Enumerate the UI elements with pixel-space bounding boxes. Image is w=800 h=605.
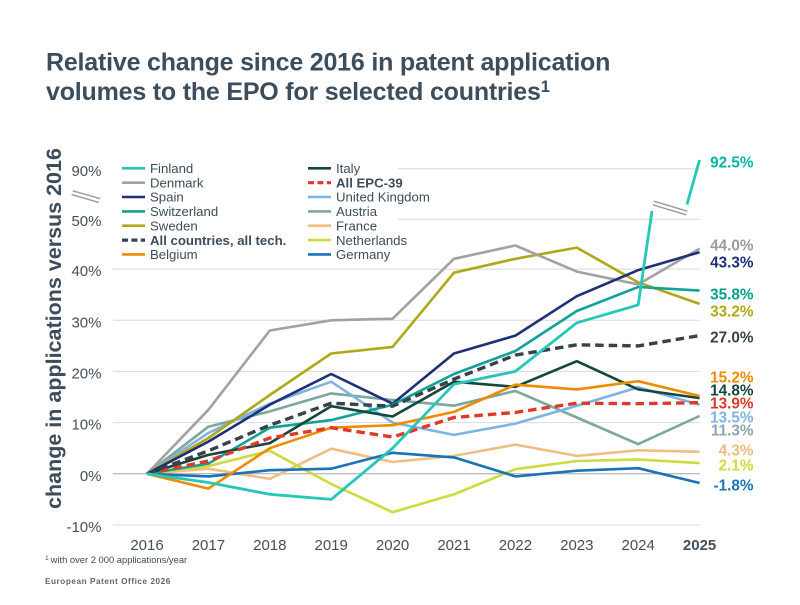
svg-text:2017: 2017: [192, 537, 225, 554]
svg-text:volumes to the EPO for selecte: volumes to the EPO for selected countrie…: [46, 78, 550, 106]
svg-text:2023: 2023: [560, 537, 593, 554]
svg-text:2021: 2021: [437, 537, 470, 554]
svg-text:2025: 2025: [683, 537, 716, 554]
svg-text:50%: 50%: [71, 213, 101, 230]
svg-text:2024: 2024: [622, 537, 655, 554]
svg-text:35.8%: 35.8%: [710, 287, 754, 304]
svg-text:-1.8%: -1.8%: [714, 478, 754, 495]
svg-text:2020: 2020: [376, 537, 409, 554]
svg-text:All EPC-39: All EPC-39: [336, 175, 403, 190]
svg-text:Germany: Germany: [336, 247, 391, 262]
svg-text:-10%: -10%: [66, 519, 101, 536]
svg-text:change in applications versus: change in applications versus 2016: [42, 148, 66, 509]
svg-text:2.1%: 2.1%: [719, 458, 754, 475]
svg-text:United Kingdom: United Kingdom: [336, 190, 430, 205]
svg-text:20%: 20%: [71, 365, 101, 382]
svg-text:Belgium: Belgium: [150, 247, 198, 262]
svg-text:30%: 30%: [71, 314, 101, 331]
svg-text:2019: 2019: [315, 537, 348, 554]
svg-text:Austria: Austria: [336, 204, 378, 219]
svg-text:France: France: [336, 218, 377, 233]
svg-text:40%: 40%: [71, 263, 101, 280]
svg-text:43.3%: 43.3%: [710, 255, 754, 272]
svg-text:92.5%: 92.5%: [710, 155, 754, 172]
svg-text:Netherlands: Netherlands: [336, 233, 408, 248]
svg-text:2022: 2022: [499, 537, 532, 554]
svg-text:European Patent Office 2026: European Patent Office 2026: [45, 577, 171, 586]
svg-text:Italy: Italy: [336, 161, 361, 176]
svg-text:Denmark: Denmark: [150, 175, 204, 190]
svg-text:0%: 0%: [80, 468, 102, 485]
svg-text:11.3%: 11.3%: [711, 423, 754, 440]
svg-text:All countries, all tech.: All countries, all tech.: [150, 233, 286, 248]
svg-text:13.5%: 13.5%: [710, 410, 754, 427]
svg-text:Relative change since 2016 in: Relative change since 2016 in patent app…: [46, 49, 610, 77]
svg-text:Finland: Finland: [150, 161, 193, 176]
svg-text:44.0%: 44.0%: [710, 238, 754, 255]
svg-text:33.2%: 33.2%: [710, 304, 754, 321]
svg-text:Switzerland: Switzerland: [150, 204, 218, 219]
svg-text:4.3%: 4.3%: [719, 443, 754, 460]
svg-text:Spain: Spain: [150, 190, 184, 205]
svg-text:15.2%: 15.2%: [710, 370, 754, 387]
svg-text:14.8%: 14.8%: [710, 383, 754, 400]
svg-text:2018: 2018: [253, 537, 286, 554]
svg-text:27.0%: 27.0%: [710, 330, 754, 347]
svg-text:90%: 90%: [71, 163, 101, 180]
svg-text:Sweden: Sweden: [150, 218, 198, 233]
svg-text:2016: 2016: [130, 537, 163, 554]
svg-text:10%: 10%: [71, 417, 101, 434]
svg-text:13.9%: 13.9%: [710, 396, 754, 413]
